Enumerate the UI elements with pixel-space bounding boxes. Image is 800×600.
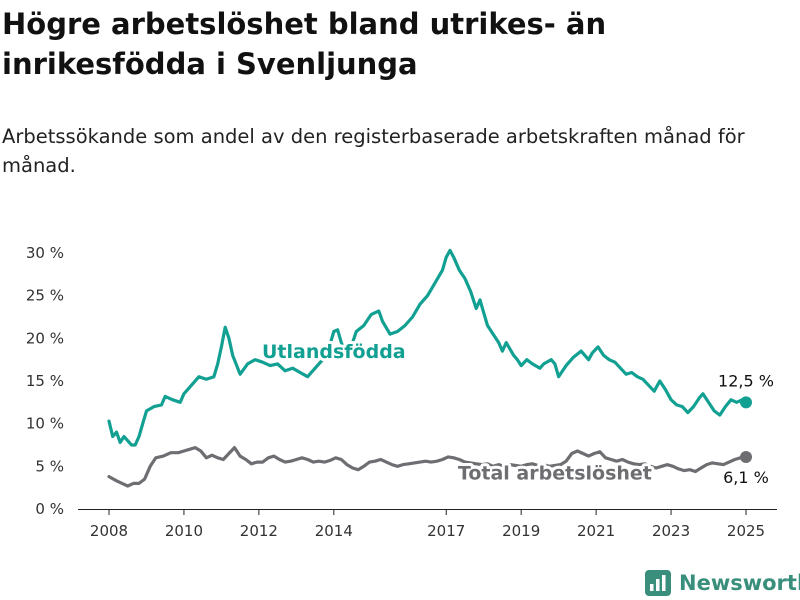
series-end-dot-foreign <box>740 396 752 409</box>
chart-title: Högre arbetslöshet bland utrikes- än inr… <box>2 7 607 81</box>
y-tick-label: 0 % <box>35 500 64 518</box>
y-tick-label: 25 % <box>26 287 64 305</box>
series-layer <box>107 248 752 488</box>
y-tick-label: 15 % <box>26 372 64 390</box>
y-tick-label: 5 % <box>35 457 64 475</box>
series-label-total: Total arbetslöshet <box>458 462 652 484</box>
y-tick-label: 20 % <box>26 329 64 347</box>
x-tick-label: 2017 <box>427 522 465 540</box>
series-line-foreign <box>107 248 748 447</box>
x-axis: 2008 2010 2012 2014 2017 2019 2021 2023 2025 <box>78 509 777 540</box>
x-tick-label: 2021 <box>577 522 615 540</box>
series-end-dot-total <box>740 450 752 463</box>
y-tick-label: 10 % <box>26 415 64 433</box>
x-tick-label: 2012 <box>240 522 278 540</box>
newsworthy-logo-icon <box>645 570 671 596</box>
end-value-label-total: 6,1 % <box>723 468 769 487</box>
x-tick-label: 2019 <box>502 522 540 540</box>
chart-subtitle: Arbetssökande som andel av den registerb… <box>2 125 745 177</box>
x-tick-label: 2025 <box>727 522 765 540</box>
series-line-total <box>107 446 748 488</box>
end-value-label-foreign: 12,5 % <box>718 371 774 390</box>
x-tick-label: 2023 <box>652 522 690 540</box>
label-layer: 12,5 % 6,1 % Utlandsfödda Total arbetslöshe… <box>259 338 774 487</box>
brand-logo[interactable]: Newsworthy <box>645 568 800 598</box>
y-tick-label: 30 % <box>26 244 64 262</box>
brand-name: Newsworthy <box>679 571 800 595</box>
series-label-foreign: Utlandsfödda <box>262 341 406 363</box>
x-tick-label: 2008 <box>90 522 128 540</box>
y-axis: 0 % 5 % 10 % 15 % 20 % 25 % 30 % <box>26 244 64 518</box>
x-tick-label: 2014 <box>315 522 353 540</box>
x-tick-label: 2010 <box>165 522 203 540</box>
